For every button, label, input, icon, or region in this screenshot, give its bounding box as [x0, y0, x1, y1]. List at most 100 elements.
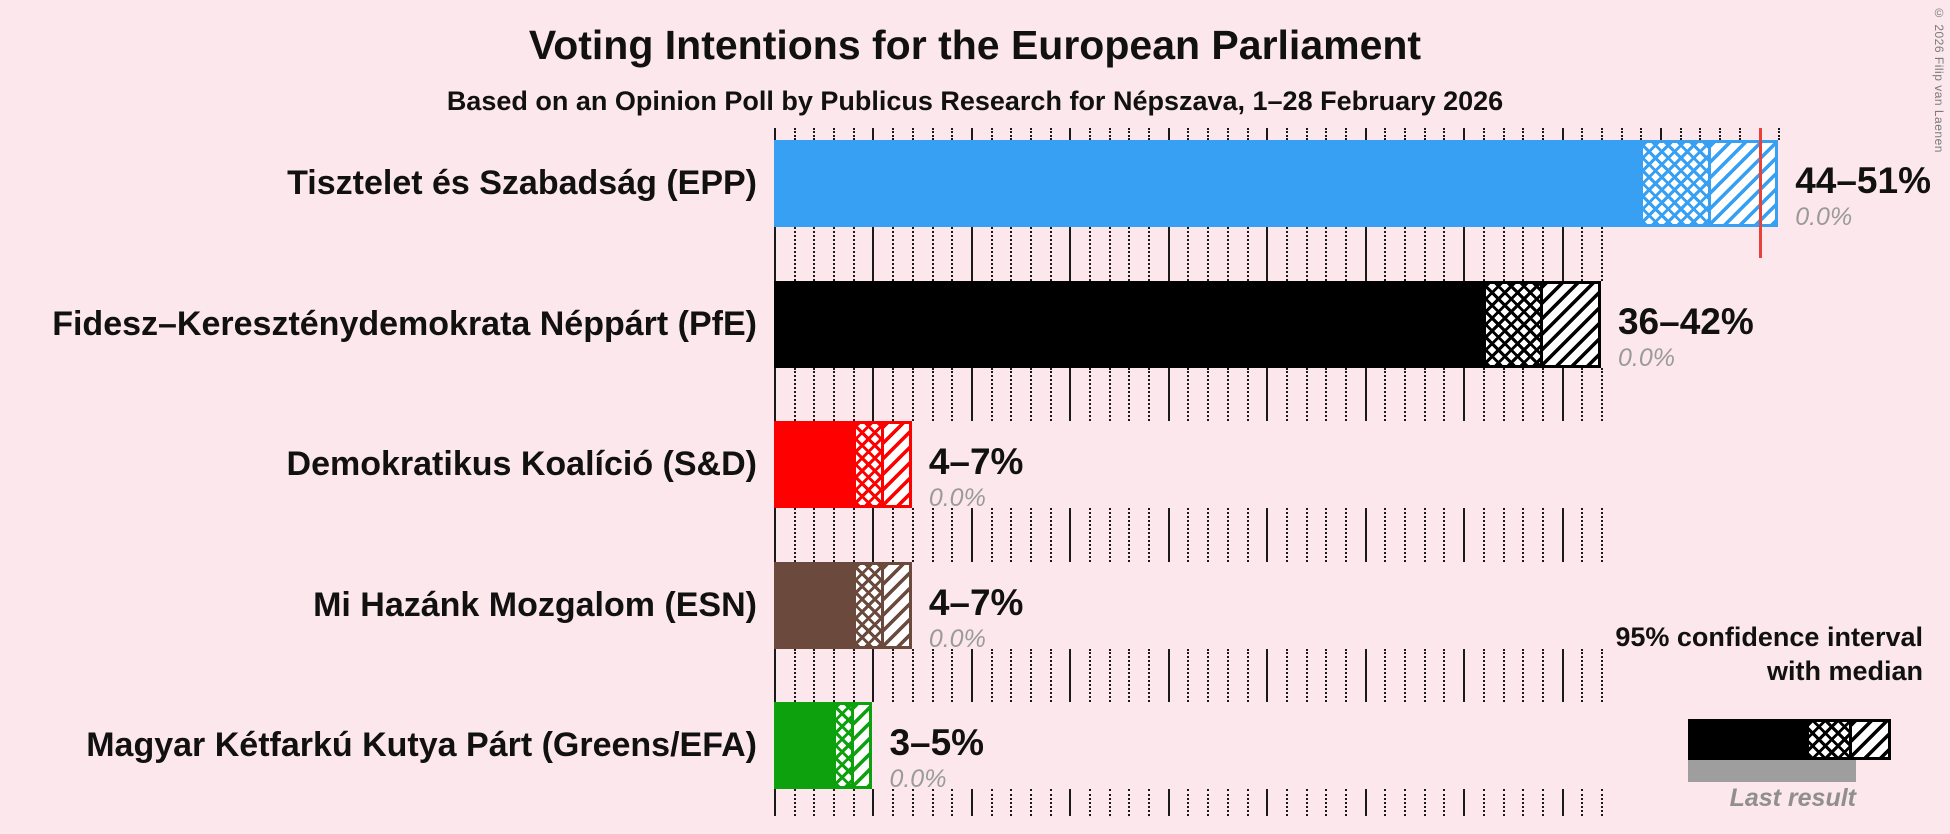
gridline: [1029, 128, 1032, 140]
gridline: [1640, 128, 1643, 140]
gridline: [1148, 367, 1151, 421]
gridline: [1443, 367, 1446, 421]
gridline: [931, 128, 934, 140]
gridline: [1345, 508, 1347, 562]
gridline: [1561, 128, 1564, 140]
gridline: [872, 227, 875, 281]
gridline: [1128, 227, 1131, 281]
gridline: [1049, 508, 1052, 562]
gridline: [1246, 367, 1249, 421]
gridline: [1010, 367, 1013, 421]
gridline: [1207, 227, 1210, 281]
gridline: [970, 227, 973, 281]
legend-sample-solid: [1691, 722, 1809, 757]
gridline: [1246, 789, 1249, 816]
gridline: [1049, 367, 1052, 421]
gridline: [1108, 128, 1111, 140]
gridline: [1463, 128, 1466, 140]
gridline: [1207, 367, 1210, 421]
range-label: 4–7%: [928, 441, 1024, 482]
gridline: [872, 648, 875, 702]
gridline: [1029, 367, 1032, 421]
gridline: [931, 789, 934, 816]
gridline: [852, 648, 855, 702]
gridline: [1699, 128, 1702, 140]
gridline: [1029, 508, 1032, 562]
gridline: [1108, 508, 1111, 562]
gridline: [892, 648, 895, 702]
gridline: [813, 128, 816, 140]
value-labels: 4–7% 0.0%: [929, 562, 1024, 654]
gridline: [1364, 648, 1367, 702]
value-labels: 3–5% 0.0%: [889, 702, 984, 794]
gridline: [1679, 128, 1682, 140]
gridline: [911, 789, 914, 816]
gridline: [1541, 508, 1544, 562]
copyright-notice: © 2026 Filip van Laenen: [1932, 6, 1946, 153]
confidence-interval: [852, 421, 912, 508]
gridline: [1423, 648, 1426, 702]
gridline: [970, 648, 973, 702]
gridline: [1266, 789, 1269, 816]
gridline: [813, 367, 816, 421]
gridline: [1069, 648, 1072, 702]
gridline: [892, 367, 895, 421]
gridline: [1325, 367, 1328, 421]
median-line: [1707, 143, 1711, 224]
confidence-interval: [1640, 140, 1779, 227]
gridline: [1148, 789, 1151, 816]
party-row: Fidesz–Kereszténydemokrata Néppárt (PfE)…: [0, 280, 1950, 372]
gridline: [1069, 508, 1072, 562]
gridline: [1384, 367, 1387, 421]
gridline: [1187, 367, 1190, 421]
gridline: [1502, 128, 1505, 140]
gridline: [774, 508, 776, 562]
legend-ci-line2: with median: [1766, 656, 1923, 686]
ci-upper-hatch: [883, 424, 909, 505]
gridline: [1010, 227, 1013, 281]
bar-solid-segment: [774, 140, 1641, 227]
gridline: [1207, 128, 1210, 140]
gridline: [1384, 789, 1387, 816]
legend-last-result-bar: [1688, 760, 1856, 782]
gridline: [1108, 227, 1111, 281]
gridline: [1325, 648, 1328, 702]
gridline: [1187, 128, 1190, 140]
legend: 95% confidence interval with median: [1615, 620, 1923, 688]
gridline: [1364, 128, 1367, 140]
gridline: [872, 789, 875, 816]
gridline: [1266, 128, 1269, 140]
gridline: [1305, 128, 1308, 140]
gridline: [1719, 128, 1722, 140]
gridline: [1089, 367, 1092, 421]
bar-solid-segment: [774, 702, 834, 789]
ci-lower-crosshatch: [855, 564, 881, 646]
ci-upper-hatch: [854, 705, 870, 786]
gridline: [852, 128, 855, 140]
range-label: 4–7%: [928, 581, 1024, 623]
gridline: [892, 128, 895, 140]
gridline: [1463, 367, 1466, 421]
gridline: [1522, 227, 1525, 281]
gridline: [1108, 789, 1111, 816]
gridline: [774, 367, 776, 421]
gridline: [774, 128, 776, 140]
gridline: [872, 128, 875, 140]
gridline: [931, 227, 934, 281]
gridline: [1502, 508, 1505, 562]
gridline: [1404, 508, 1407, 562]
gridline: [1620, 128, 1623, 140]
gridline: [1423, 367, 1426, 421]
median-line: [880, 424, 884, 505]
gridline: [833, 789, 836, 816]
gridline: [1305, 789, 1308, 816]
gridline: [1325, 227, 1328, 281]
gridline: [1305, 227, 1308, 281]
gridline: [852, 508, 855, 562]
gridline: [1226, 648, 1229, 702]
gridline: [1522, 648, 1525, 702]
gridline: [951, 508, 954, 562]
ci-lower-crosshatch: [855, 424, 881, 505]
ci-upper-hatch: [1710, 143, 1776, 224]
gridline: [1266, 367, 1269, 421]
